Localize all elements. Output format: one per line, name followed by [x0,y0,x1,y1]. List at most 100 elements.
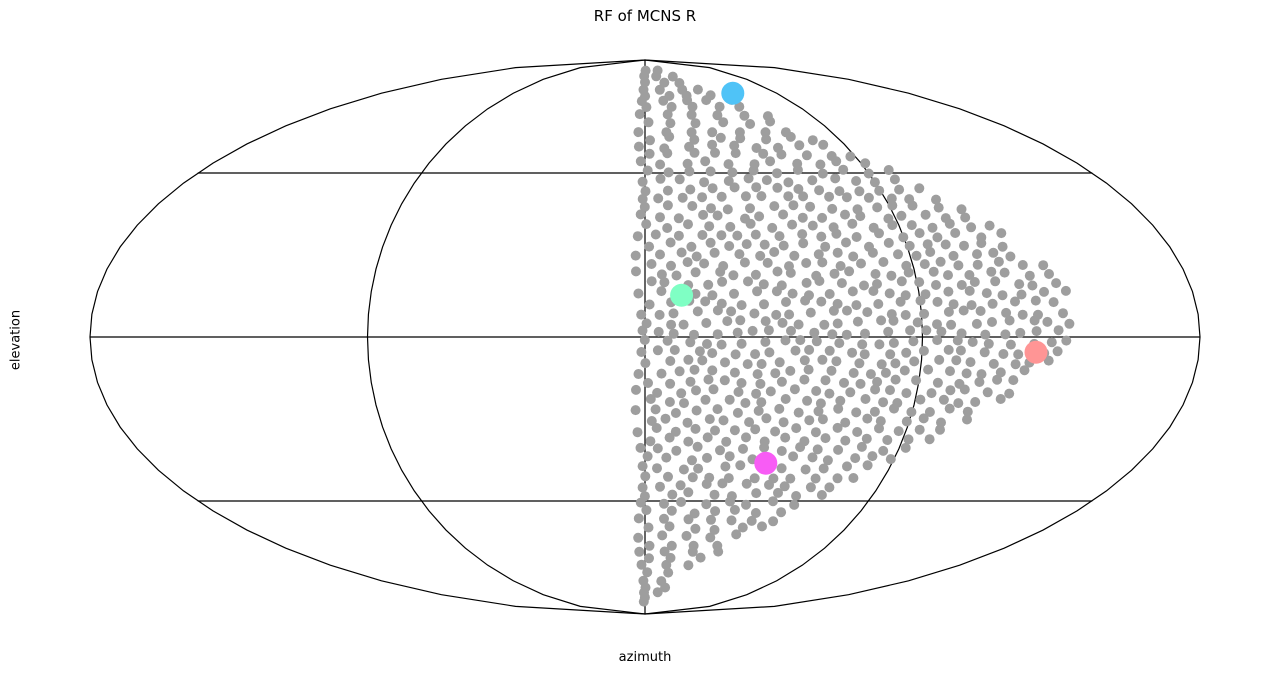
background-point [709,489,720,500]
background-point [940,213,951,224]
background-point [1048,297,1059,308]
background-point [652,463,662,474]
background-point [905,325,916,336]
background-point [692,84,703,95]
background-point [832,422,843,433]
background-point [815,398,826,409]
background-point [659,277,670,288]
background-point [632,427,643,438]
background-point [734,249,745,260]
background-point [768,516,779,527]
background-point [776,446,787,456]
background-point [940,239,951,250]
background-point [724,394,735,405]
background-point [1005,251,1016,262]
background-point [635,442,646,453]
background-point [826,151,837,161]
background-point [834,338,845,349]
background-point [774,357,785,368]
background-point [712,329,723,340]
background-point [840,435,851,446]
background-point [988,358,999,369]
background-point [662,200,673,211]
background-point [655,159,666,170]
background-point [741,239,752,250]
background-point [832,247,843,258]
background-point [772,182,783,193]
background-point [799,355,810,366]
background-point [746,515,757,526]
background-point [811,270,822,281]
background-point [1000,329,1011,340]
background-point [852,204,863,215]
background-point [959,240,969,251]
background-point [961,368,972,379]
background-point [732,230,743,241]
background-point [874,185,885,196]
background-point [822,455,833,466]
background-point [857,339,868,350]
background-point [700,296,711,307]
background-point [682,257,693,268]
background-point [840,417,851,428]
background-point [683,219,693,230]
background-point [667,71,678,82]
background-point [655,173,666,184]
background-point [999,267,1010,278]
background-point [790,345,801,356]
background-point [695,552,706,563]
background-point [1031,326,1042,337]
background-point [641,219,652,230]
background-point [768,496,778,507]
background-point [692,441,703,452]
background-point [657,530,668,541]
background-point [863,192,874,203]
background-point [705,90,716,101]
background-point [996,228,1007,239]
background-point [982,387,993,398]
background-point [645,436,656,447]
background-point [841,237,851,248]
background-point [832,473,843,484]
background-point [750,349,761,360]
background-point [725,221,736,232]
background-point [1027,280,1038,291]
background-point [1019,365,1030,376]
background-point [793,319,804,330]
background-point [903,434,914,445]
background-point [641,318,652,329]
background-point [656,368,667,379]
background-point [756,359,767,369]
background-point [873,299,884,309]
background-point [745,203,755,214]
background-point [778,209,789,220]
background-point [878,397,889,408]
background-point [756,397,767,408]
background-point [637,194,648,204]
background-point [933,202,944,213]
background-point [845,151,856,162]
background-point [934,354,945,365]
background-point [685,184,696,195]
background-point [655,481,665,492]
background-point [872,376,883,387]
background-point [801,277,812,288]
background-point [932,296,943,307]
background-point [793,407,804,418]
background-point [759,299,769,310]
background-point [818,139,829,150]
background-point [729,425,740,436]
background-point [893,426,904,437]
background-point [809,327,820,338]
background-point [691,251,702,262]
background-point [810,473,821,484]
background-point [845,387,856,398]
background-point [995,394,1006,404]
background-point [784,261,794,272]
background-point [945,385,956,396]
background-point [829,268,840,279]
background-point [770,368,781,379]
background-point [729,504,740,515]
background-point [1046,337,1057,348]
background-point [922,239,933,250]
